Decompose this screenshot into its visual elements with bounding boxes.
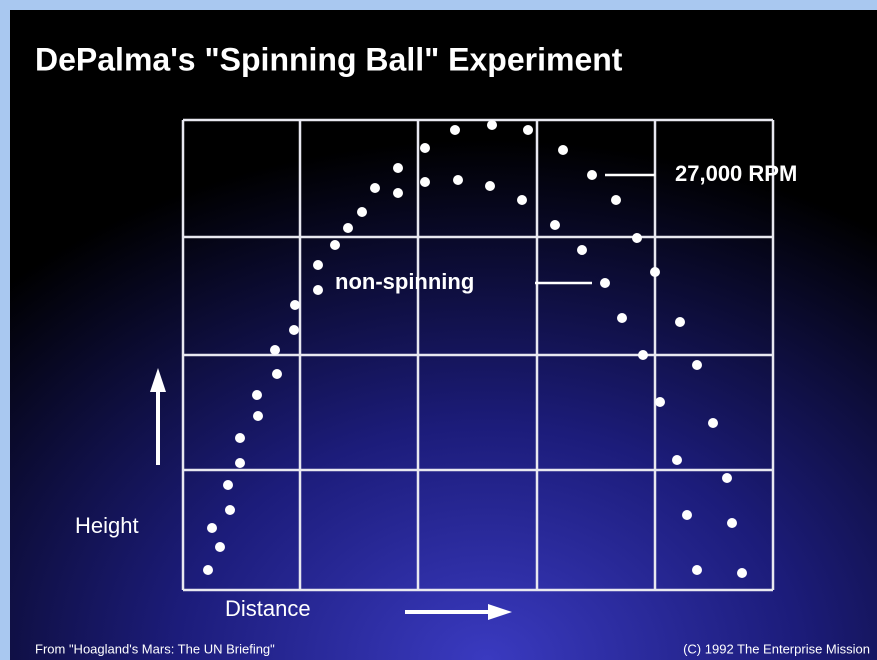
right-arrow bbox=[405, 604, 512, 620]
annotation: 27,000 RPM bbox=[675, 161, 797, 186]
title: DePalma's "Spinning Ball" Experiment bbox=[35, 41, 623, 77]
y-axis-label: Height bbox=[75, 513, 139, 538]
trajectory-dots bbox=[203, 120, 747, 578]
copyright-note: (C) 1992 The Enterprise Mission bbox=[683, 641, 870, 656]
x-axis-label: Distance bbox=[225, 596, 311, 621]
grid bbox=[181, 118, 775, 592]
up-arrow bbox=[150, 368, 166, 465]
source-note: From "Hoagland's Mars: The UN Briefing" bbox=[35, 641, 275, 656]
annotation: non-spinning bbox=[335, 269, 474, 294]
panel bbox=[10, 10, 877, 660]
